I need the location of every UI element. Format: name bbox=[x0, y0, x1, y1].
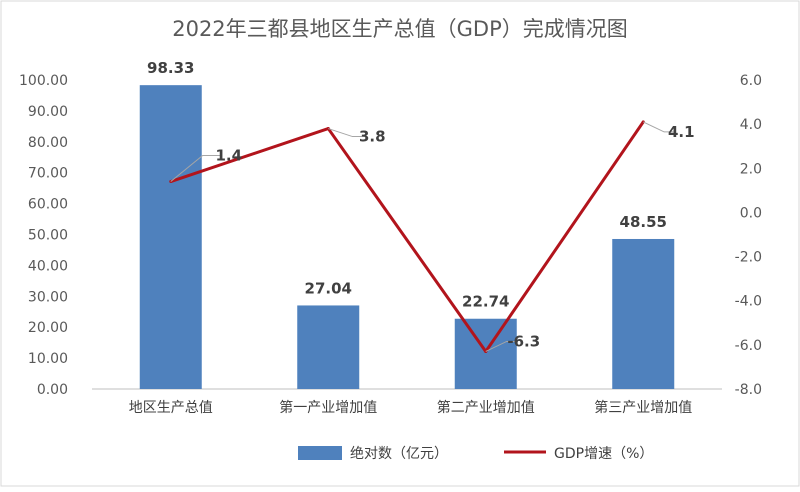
legend-label-line: GDP增速（%） bbox=[554, 446, 653, 462]
left-axis-tick-label: 70.00 bbox=[28, 166, 68, 182]
bar-data-label: 22.74 bbox=[462, 293, 509, 311]
line-data-label: 3.8 bbox=[359, 128, 386, 146]
left-axis-tick-label: 60.00 bbox=[28, 197, 68, 213]
bar bbox=[297, 305, 360, 389]
left-axis-tick-label: 90.00 bbox=[28, 104, 68, 120]
category-label: 第三产业增加值 bbox=[594, 399, 692, 416]
bar-series bbox=[139, 85, 675, 389]
gdp-growth-line bbox=[170, 121, 645, 353]
bar-data-label: 98.33 bbox=[147, 59, 194, 77]
bar bbox=[454, 318, 517, 389]
right-axis-tick-label: -4.0 bbox=[735, 294, 762, 310]
bar bbox=[612, 238, 675, 389]
line-data-label: 1.4 bbox=[215, 147, 242, 165]
line-label-leader bbox=[643, 121, 674, 133]
legend-swatch-bar bbox=[298, 446, 342, 460]
category-label: 地区生产总值 bbox=[129, 400, 213, 416]
line-data-label: 4.1 bbox=[668, 123, 695, 141]
right-axis-tick-label: 6.0 bbox=[740, 73, 762, 89]
right-axis-tick-label: -2.0 bbox=[735, 250, 762, 266]
left-axis-tick-label: 0.00 bbox=[37, 382, 68, 398]
legend: 绝对数（亿元） GDP增速（%） bbox=[298, 446, 653, 462]
left-axis-tick-label: 100.00 bbox=[19, 73, 68, 89]
bar-data-labels: 98.33 27.04 22.74 48.55 bbox=[147, 59, 667, 311]
line-data-labels: 1.4 3.8 -6.3 4.1 bbox=[170, 121, 695, 352]
line-data-label: -6.3 bbox=[507, 332, 540, 350]
right-axis-tick-label: -8.0 bbox=[735, 382, 762, 398]
bar-data-label: 48.55 bbox=[620, 213, 667, 231]
category-label: 第一产业增加值 bbox=[279, 399, 377, 416]
right-axis-tick-label: 4.0 bbox=[740, 117, 762, 133]
legend-label-bar: 绝对数（亿元） bbox=[350, 446, 448, 462]
right-axis-tick-label: 0.0 bbox=[740, 205, 762, 221]
left-axis-tick-label: 10.00 bbox=[28, 351, 68, 367]
left-axis-tick-label: 20.00 bbox=[28, 320, 68, 336]
line-label-leader bbox=[328, 128, 365, 138]
left-axis-tick-label: 80.00 bbox=[28, 135, 68, 151]
left-axis-tick-label: 30.00 bbox=[28, 289, 68, 305]
left-axis-tick-label: 50.00 bbox=[28, 228, 68, 244]
left-axis: 0.00 10.00 20.00 30.00 40.00 50.00 60.00 70.00 8… bbox=[19, 73, 68, 398]
chart-title: 2022年三都县地区生产总值（GDP）完成情况图 bbox=[172, 17, 628, 41]
bar-data-label: 27.04 bbox=[305, 279, 352, 297]
bar bbox=[139, 85, 202, 389]
right-axis-tick-label: 2.0 bbox=[740, 161, 762, 177]
right-axis: -8.0 -6.0 -4.0 -2.0 0.0 2.0 4.0 6.0 bbox=[735, 73, 762, 398]
line-label-leader bbox=[485, 340, 516, 352]
category-label: 第二产业增加值 bbox=[437, 399, 535, 416]
line-label-leader bbox=[170, 155, 221, 182]
left-axis-tick-label: 40.00 bbox=[28, 258, 68, 274]
right-axis-tick-label: -6.0 bbox=[735, 338, 762, 354]
category-axis-labels: 地区生产总值 第一产业增加值 第二产业增加值 第三产业增加值 bbox=[129, 399, 693, 416]
